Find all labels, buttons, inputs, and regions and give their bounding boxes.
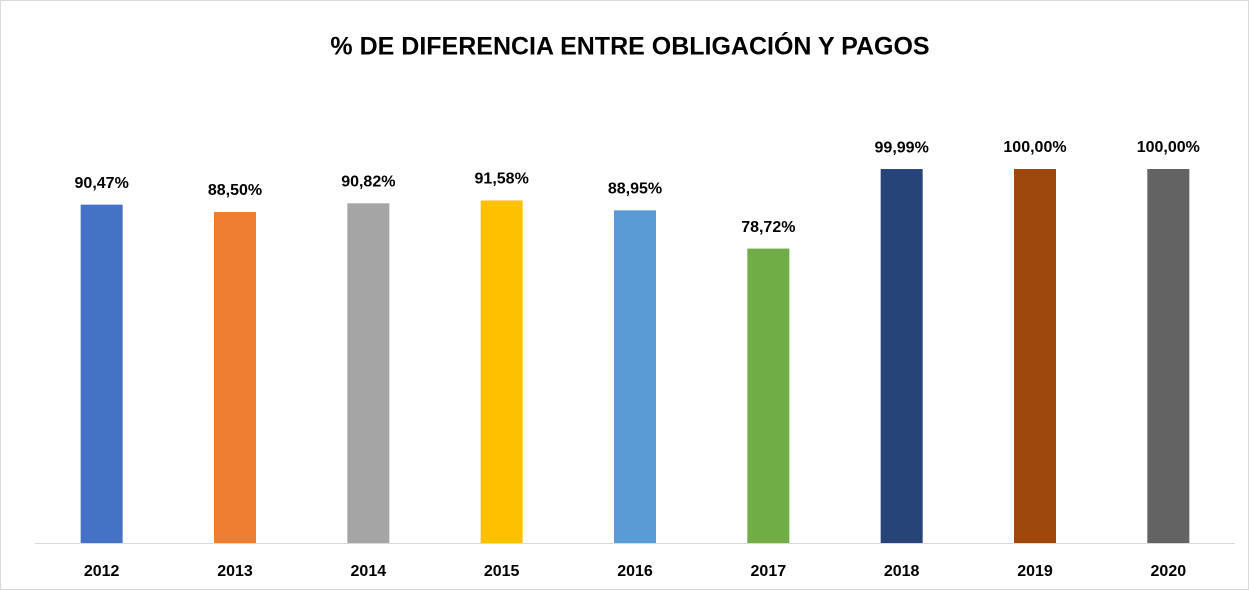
bar xyxy=(214,212,256,543)
x-tick-label: 2020 xyxy=(1151,563,1187,580)
bar xyxy=(347,203,390,544)
data-label: 88,95% xyxy=(608,181,662,198)
x-tick-label: 2014 xyxy=(351,563,387,580)
bar xyxy=(747,248,790,543)
x-tick-label: 2013 xyxy=(217,563,253,580)
data-label: 90,47% xyxy=(75,175,129,192)
x-tick-label: 2017 xyxy=(751,563,787,580)
x-tick-label: 2015 xyxy=(484,563,520,580)
x-tick-label: 2018 xyxy=(884,563,920,580)
bar xyxy=(480,200,523,544)
data-label: 99,99% xyxy=(875,139,929,156)
bar xyxy=(1014,169,1056,543)
data-label: 91,58% xyxy=(475,171,529,188)
bar xyxy=(614,210,656,543)
data-label: 100,00% xyxy=(1003,139,1066,156)
x-tick-label: 2016 xyxy=(617,563,653,580)
data-label: 88,50% xyxy=(208,182,262,199)
x-tick-label: 2012 xyxy=(84,563,120,580)
data-label: 100,00% xyxy=(1137,139,1200,156)
data-label: 78,72% xyxy=(741,219,795,236)
x-tick-label: 2019 xyxy=(1017,563,1053,580)
chart-title: % DE DIFERENCIA ENTRE OBLIGACIÓN Y PAGOS xyxy=(330,31,929,61)
bar xyxy=(1147,169,1190,543)
bar xyxy=(80,204,123,543)
data-label: 90,82% xyxy=(341,174,395,191)
bar xyxy=(880,169,923,543)
